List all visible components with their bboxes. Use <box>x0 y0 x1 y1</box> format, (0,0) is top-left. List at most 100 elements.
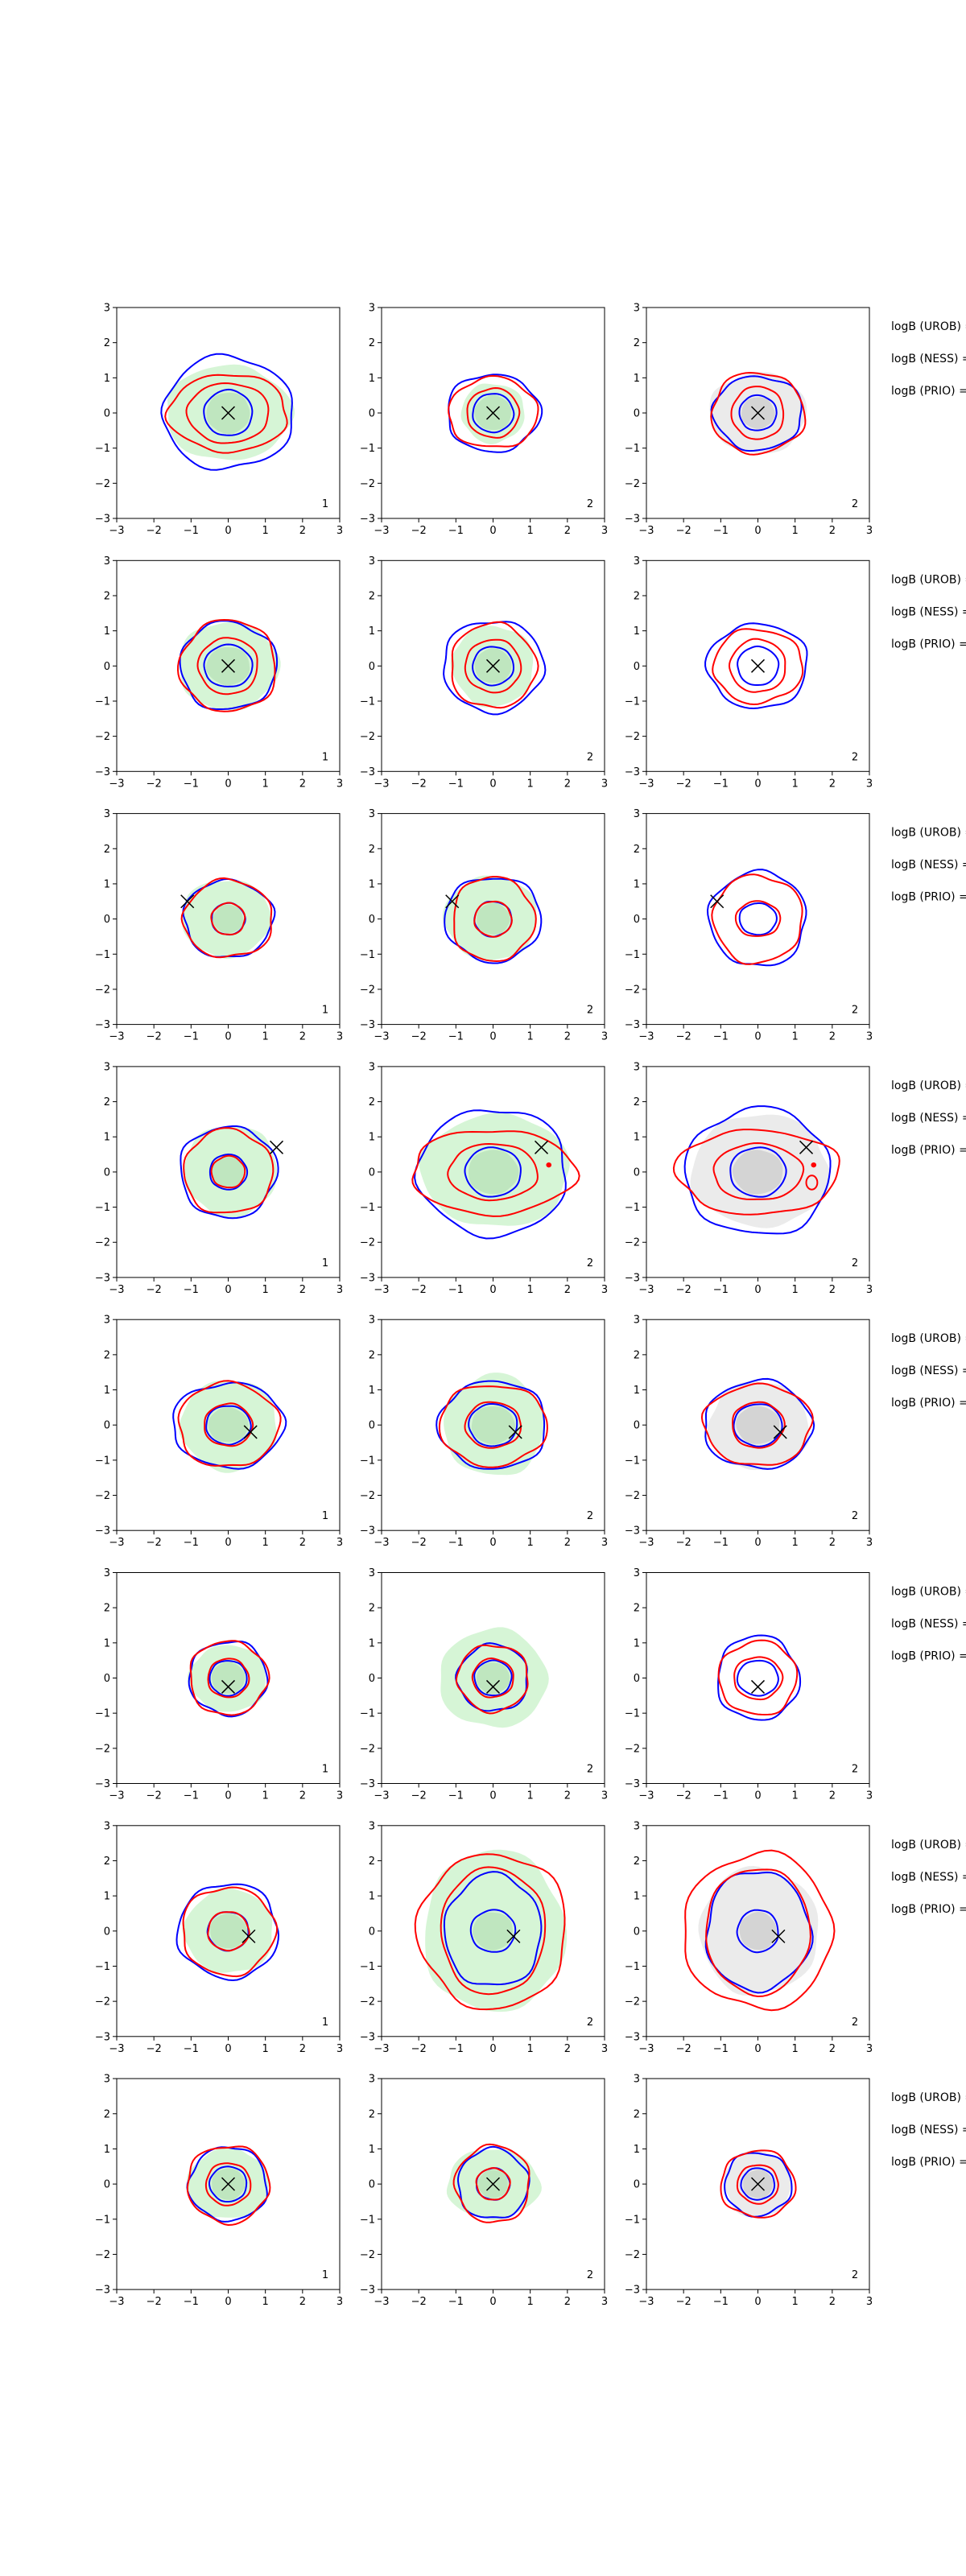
blue-contour-2 <box>729 1146 787 1198</box>
x-tick-label: 1 <box>527 1537 534 1549</box>
red-contour-island <box>805 1174 819 1191</box>
x-tick-label: −3 <box>638 2296 654 2308</box>
density-core-fill <box>477 902 510 935</box>
x-tick-label: 2 <box>564 2043 571 2055</box>
y-tick-label: 3 <box>369 555 375 568</box>
x-tick-label: −2 <box>147 2043 162 2055</box>
y-tick-label: −2 <box>95 1996 110 2008</box>
red-contour-2 <box>210 1154 246 1189</box>
y-tick-label: 1 <box>369 1891 375 1903</box>
y-tick-label: −2 <box>95 1743 110 1755</box>
x-tick-label: −2 <box>676 778 691 790</box>
x-tick-label: −2 <box>411 2296 427 2308</box>
y-tick-label: 0 <box>369 914 375 926</box>
y-tick-label: −1 <box>95 1961 110 1973</box>
row-label-3: logB (PRIO) = <box>891 2156 966 2169</box>
red-contour-1 <box>700 1382 814 1466</box>
marker-x <box>750 1679 766 1694</box>
panel-number: 2 <box>587 1257 593 1269</box>
red-contour-2 <box>196 637 258 696</box>
x-tick-label: 0 <box>225 2296 231 2308</box>
red-contour-2 <box>204 2162 252 2207</box>
red-contour-2 <box>464 638 522 694</box>
y-tick-label: 0 <box>634 2179 640 2191</box>
x-tick-label: 1 <box>792 778 799 790</box>
panel-r6-c3: −3 −2 −1 0 1 2 3 3 2 1 0 −1 −2 −3 2 <box>625 1567 873 1802</box>
x-tick-label: 1 <box>262 1284 269 1296</box>
y-tick-label: 1 <box>369 2144 375 2156</box>
x-tick-label: −2 <box>411 1284 427 1296</box>
panel-r7-c1: −3 −2 −1 0 1 2 3 3 2 1 0 −1 −2 −3 1 <box>95 1820 343 2055</box>
marker-x <box>506 1929 521 1943</box>
y-tick-label: 0 <box>634 914 640 926</box>
red-contour-1 <box>712 628 804 706</box>
y-tick-label: −1 <box>625 1961 640 1973</box>
blue-contour-1 <box>456 2145 530 2219</box>
y-tick-label: 3 <box>104 1061 110 1073</box>
x-tick-label: 0 <box>489 1284 496 1296</box>
panel-r7-c3: −3 −2 −1 0 1 2 3 3 2 1 0 −1 −2 −3 2 <box>625 1820 873 2055</box>
x-tick-label: 1 <box>792 2296 799 2308</box>
y-tick-label: 0 <box>369 661 375 673</box>
x-tick-label: 3 <box>601 2043 608 2055</box>
panel-r6-c2: −3 −2 −1 0 1 2 3 3 2 1 0 −1 −2 −3 2 <box>360 1567 608 1802</box>
marker-x <box>485 2177 501 2191</box>
x-tick-label: −1 <box>448 1031 464 1043</box>
red-contour-1 <box>182 1886 279 1978</box>
y-tick-label: 0 <box>369 1673 375 1685</box>
blue-contour-2 <box>203 388 254 436</box>
y-tick-label: 3 <box>104 1820 110 1832</box>
red-contour-2 <box>185 382 270 444</box>
y-tick-label: 3 <box>369 1061 375 1073</box>
density-core-fill <box>736 1406 780 1444</box>
x-tick-label: 2 <box>299 525 306 537</box>
y-tick-label: −1 <box>360 443 375 455</box>
y-tick-label: 0 <box>634 1166 640 1179</box>
y-tick-label: 0 <box>104 1926 110 1938</box>
panel-number: 2 <box>852 1764 858 1776</box>
y-tick-label: −3 <box>360 2031 375 2043</box>
x-tick-label: −2 <box>411 1537 427 1549</box>
blue-contour-1 <box>160 353 293 471</box>
panel-number: 1 <box>322 1257 328 1269</box>
x-tick-label: −1 <box>184 1790 199 1802</box>
x-tick-label: −3 <box>109 1031 124 1043</box>
red-contour-1 <box>186 2145 271 2227</box>
x-tick-label: 3 <box>336 1284 343 1296</box>
panel-r8-c1: −3 −2 −1 0 1 2 3 3 2 1 0 −1 −2 −3 1 <box>95 2074 343 2309</box>
x-tick-label: −1 <box>448 525 464 537</box>
blue-contour-1 <box>172 1381 287 1470</box>
x-tick-label: −1 <box>184 1031 199 1043</box>
red-contour-1 <box>176 618 276 712</box>
x-tick-label: −1 <box>448 778 464 790</box>
blue-contour-2 <box>205 1405 252 1446</box>
x-tick-label: 3 <box>601 1537 608 1549</box>
panel-number: 2 <box>587 2269 593 2281</box>
y-tick-label: 2 <box>634 844 640 856</box>
x-tick-label: −3 <box>638 1031 654 1043</box>
x-tick-label: −2 <box>147 2296 162 2308</box>
x-tick-label: 3 <box>601 778 608 790</box>
y-tick-label: 3 <box>369 1567 375 1579</box>
x-tick-label: −3 <box>638 1537 654 1549</box>
y-tick-label: −2 <box>625 1490 640 1502</box>
blue-contour-2 <box>736 1909 779 1954</box>
red-contour-island <box>546 1162 552 1168</box>
x-tick-label: −2 <box>676 1790 691 1802</box>
x-tick-label: −1 <box>448 2296 464 2308</box>
y-tick-label: 2 <box>369 1603 375 1615</box>
y-tick-label: −2 <box>360 1743 375 1755</box>
x-tick-label: −2 <box>147 1031 162 1043</box>
panel-r8-c3: −3 −2 −1 0 1 2 3 3 2 1 0 −1 −2 −3 2 <box>625 2074 873 2309</box>
x-tick-label: 0 <box>225 2043 231 2055</box>
y-tick-label: 0 <box>104 1166 110 1179</box>
row-label-3: logB (PRIO) = <box>891 1903 966 1916</box>
x-tick-label: −3 <box>374 525 389 537</box>
x-tick-label: −2 <box>147 778 162 790</box>
row-label-2: logB (NESS) = <box>891 2124 966 2136</box>
x-tick-label: 2 <box>829 525 836 537</box>
y-tick-label: 1 <box>104 878 110 890</box>
x-tick-label: −2 <box>676 1537 691 1549</box>
x-tick-label: 1 <box>262 525 269 537</box>
y-tick-label: 3 <box>369 808 375 820</box>
